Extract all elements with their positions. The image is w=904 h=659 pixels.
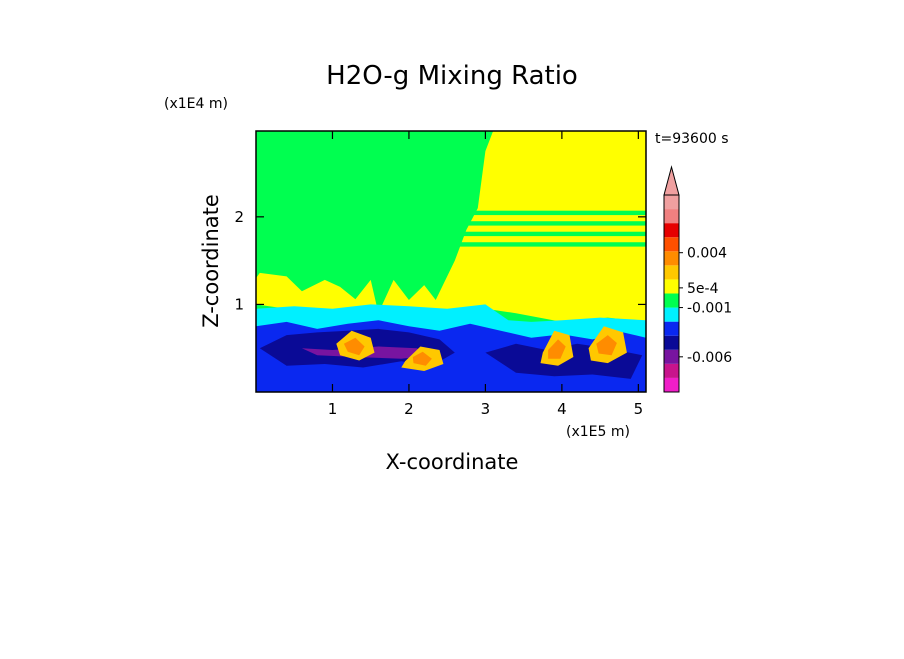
y-axis-label: Z-coordinate [199,194,223,328]
colorbar: -0.006 -0.001 5e-4 0.004 [663,165,732,393]
colorbar-swatch-6 [664,293,679,308]
contour-band-2 [454,231,646,237]
contour-band-1 [454,221,646,226]
contour-band-0 [454,210,646,216]
colorbar-swatch-7 [664,279,679,294]
colorbar-label-1: -0.001 [687,301,732,317]
x-tick-label-4: 5 [634,400,644,418]
contour-band-3 [454,242,646,247]
colorbar-swatch-2 [664,349,679,364]
plot-frame [255,130,647,393]
chart-title: H2O-g Mixing Ratio [326,61,578,91]
x-tick-label-2: 3 [481,400,491,418]
contour-region-10 [343,337,365,356]
colorbar-swatch-12 [664,209,679,224]
colorbar-extend-arrow [663,165,680,196]
colorbar-swatch-5 [664,307,679,322]
time-label: t=93600 s [655,131,729,147]
colorbar-swatch-1 [664,363,679,378]
x-tick-label-3: 4 [557,400,567,418]
colorbar-label-0: -0.006 [687,350,732,366]
colorbar-swatch-3 [664,335,679,350]
contour-region-12 [548,339,566,359]
contour-region-13 [596,335,617,356]
contour-fill-area [256,131,646,392]
y-tick-label-0: 1 [234,295,244,313]
x-tick-label-0: 1 [328,400,338,418]
contour-region-0 [256,131,646,322]
x-axis-label: X-coordinate [386,450,519,474]
colorbar-swatch-9 [664,251,679,266]
axis-ticks: 1 2 3 4 5 1 2 [234,131,646,418]
colorbar-label-3: 0.004 [687,246,727,262]
colorbar-label-2: 5e-4 [687,281,719,297]
colorbar-swatch-8 [664,265,679,280]
x-tick-label-1: 2 [404,400,414,418]
colorbar-frame [663,194,680,393]
contour-region-11 [412,351,432,366]
colorbar-swatch-13 [664,195,679,210]
y-unit-label: (x1E4 m) [164,96,228,112]
colorbar-swatch-11 [664,223,679,238]
y-tick-label-1: 2 [234,208,244,226]
colorbar-swatch-4 [664,321,679,336]
colorbar-swatch-0 [664,377,679,392]
colorbar-swatch-10 [664,237,679,252]
x-unit-label: (x1E5 m) [566,424,630,440]
